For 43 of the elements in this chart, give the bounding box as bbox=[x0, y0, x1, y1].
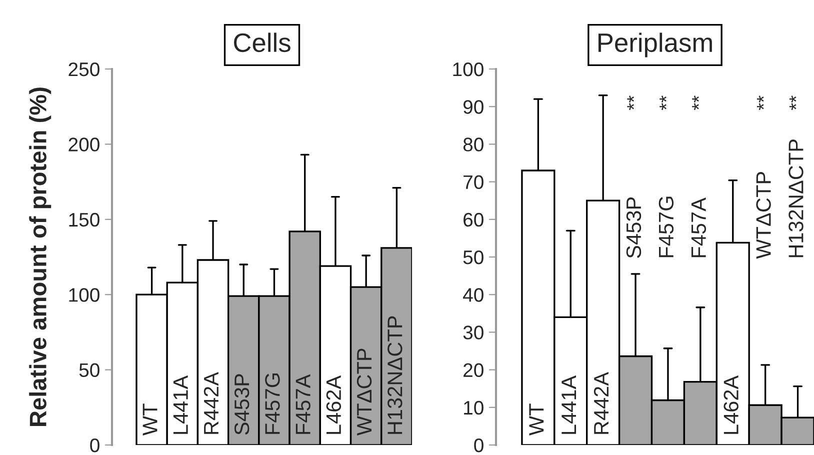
chart-title: Cells bbox=[234, 32, 290, 52]
category-label: H132NΔCTP bbox=[388, 316, 402, 434]
category-label: L441A bbox=[173, 375, 188, 434]
y-axis-title: Relative amount of protein (%) bbox=[29, 88, 52, 426]
annotation: ** bbox=[627, 96, 634, 110]
y-tick-label: 90 bbox=[463, 100, 484, 114]
y-tick-label: 40 bbox=[463, 288, 484, 302]
category-label: S453P bbox=[234, 374, 250, 435]
y-tick-label: 0 bbox=[90, 438, 100, 452]
category-label: L462A bbox=[724, 375, 738, 434]
y-tick-label: 0 bbox=[474, 438, 484, 452]
category-label: S453P bbox=[626, 197, 642, 258]
category-label: L462A bbox=[326, 375, 342, 434]
y-tick-label: 250 bbox=[68, 62, 100, 76]
annotation: ** bbox=[789, 96, 796, 110]
category-label: F457A bbox=[296, 374, 310, 434]
y-tick-label: 50 bbox=[79, 363, 100, 378]
category-label: WT bbox=[142, 404, 158, 436]
category-label: L441A bbox=[562, 375, 576, 434]
y-tick-label: 70 bbox=[464, 175, 484, 190]
category-label: R442A bbox=[594, 372, 608, 434]
y-tick-label: 80 bbox=[463, 138, 484, 152]
category-label: WTΔCTP bbox=[356, 348, 372, 436]
annotation: ** bbox=[756, 96, 764, 110]
y-tick-label: 60 bbox=[464, 212, 484, 227]
category-label: F457A bbox=[691, 198, 706, 258]
category-label: H132NΔCTP bbox=[788, 140, 804, 258]
y-tick-label: 200 bbox=[68, 138, 100, 152]
annotation: ** bbox=[660, 96, 666, 110]
y-tick-label: 150 bbox=[69, 212, 100, 227]
y-tick-label: 100 bbox=[453, 62, 484, 76]
y-tick-label: 50 bbox=[463, 250, 484, 264]
chart-title: Periplasm bbox=[598, 32, 712, 58]
y-tick-label: 30 bbox=[463, 326, 484, 340]
category-label: WTΔCTP bbox=[756, 172, 771, 259]
y-tick-label: 20 bbox=[464, 363, 484, 378]
category-label: F457G bbox=[265, 373, 280, 434]
y-tick-label: 10 bbox=[464, 400, 484, 415]
y-tick-label: 100 bbox=[69, 288, 100, 302]
category-label: WT bbox=[529, 404, 544, 436]
annotation: ** bbox=[692, 96, 699, 110]
category-label: R442A bbox=[204, 372, 218, 434]
category-label: F457G bbox=[658, 196, 674, 258]
